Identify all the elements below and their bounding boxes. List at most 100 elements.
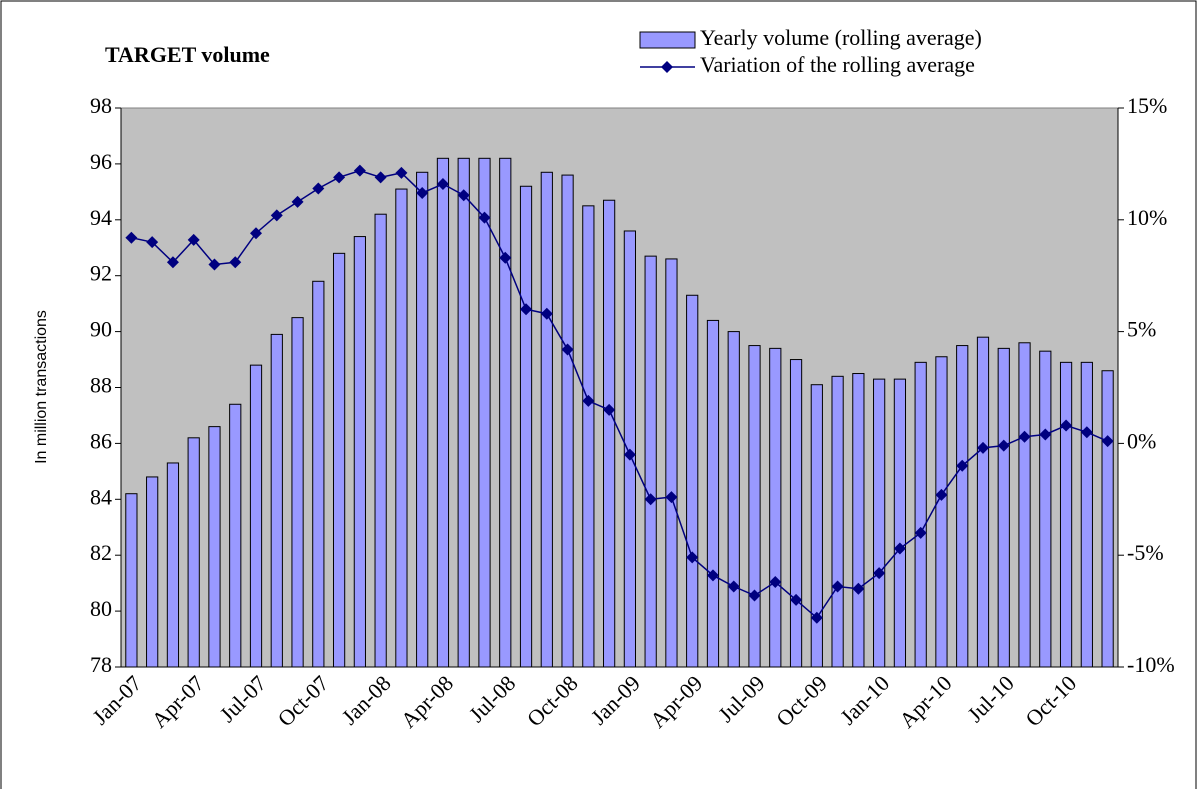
y-tick-label: 78 <box>90 652 112 677</box>
marker <box>873 567 886 580</box>
marker <box>353 164 366 177</box>
y-tick-label: 92 <box>90 261 112 286</box>
marker <box>893 542 906 555</box>
bar <box>769 347 782 668</box>
bar <box>540 171 553 668</box>
marker <box>644 493 657 506</box>
bar <box>665 258 678 668</box>
marker <box>187 233 200 246</box>
marker <box>665 491 678 504</box>
marker <box>686 551 699 564</box>
marker <box>229 256 242 269</box>
marker <box>603 403 616 416</box>
legend-swatch <box>639 31 696 49</box>
bar <box>1101 370 1114 668</box>
marker <box>997 439 1010 452</box>
marker <box>769 576 782 589</box>
marker <box>478 211 491 224</box>
bar <box>914 361 927 668</box>
bar <box>374 213 387 668</box>
marker <box>374 171 387 184</box>
bar <box>748 345 761 668</box>
bar <box>312 280 325 668</box>
marker <box>852 582 865 595</box>
marker <box>582 394 595 407</box>
bar <box>976 336 990 668</box>
legend-label: Variation of the rolling average <box>700 52 975 77</box>
marker <box>457 189 470 202</box>
bar <box>1018 342 1031 668</box>
marker <box>291 195 304 208</box>
y-tick-label: 88 <box>90 373 112 398</box>
marker <box>790 593 803 606</box>
bar <box>291 317 304 668</box>
bar <box>1080 361 1093 668</box>
marker <box>416 186 429 199</box>
marker <box>561 343 574 356</box>
bar <box>831 375 844 668</box>
bar <box>644 255 657 668</box>
bar <box>727 331 740 668</box>
bar <box>1059 361 1073 668</box>
bar <box>146 476 159 668</box>
y-tick-label: 82 <box>90 540 112 565</box>
marker <box>146 236 159 249</box>
bar <box>519 185 533 668</box>
marker <box>706 569 719 582</box>
bar <box>499 157 512 668</box>
marker <box>1080 426 1093 439</box>
y-tick-label: 80 <box>90 596 112 621</box>
marker <box>956 459 969 472</box>
bar <box>125 493 138 668</box>
marker <box>125 231 138 244</box>
legend-label: Yearly volume (rolling average) <box>700 25 982 50</box>
bar <box>997 347 1010 668</box>
bar <box>686 294 699 668</box>
marker <box>436 178 449 191</box>
y-tick-label: 96 <box>90 149 112 174</box>
bar <box>478 157 491 668</box>
bar <box>249 364 263 668</box>
marker <box>914 526 927 539</box>
bar <box>1039 350 1052 668</box>
bar <box>561 174 574 668</box>
marker <box>1018 430 1031 443</box>
marker <box>748 589 761 602</box>
marker <box>333 171 346 184</box>
plot-area <box>120 107 1119 668</box>
bar <box>956 345 969 668</box>
marker <box>166 256 179 269</box>
y2-tick-label: 0% <box>1127 428 1156 453</box>
bar <box>603 199 616 668</box>
bar <box>353 236 366 668</box>
marker <box>520 303 533 316</box>
bar <box>893 378 907 668</box>
bar <box>852 373 865 668</box>
marker <box>935 488 948 501</box>
bar <box>457 157 470 668</box>
bar <box>208 426 221 668</box>
bar <box>166 462 180 668</box>
marker <box>1101 435 1114 448</box>
bar <box>789 359 803 668</box>
y-tick-label: 90 <box>90 317 112 342</box>
bar <box>873 378 886 668</box>
y-tick-label: 94 <box>90 205 112 230</box>
bar <box>229 403 242 668</box>
marker <box>623 448 636 461</box>
bar <box>935 356 948 668</box>
bar <box>270 333 283 668</box>
marker <box>831 580 844 593</box>
marker <box>1060 419 1073 432</box>
bar <box>706 319 720 668</box>
bar <box>187 437 200 668</box>
y-tick-label: 84 <box>90 484 112 509</box>
bar <box>416 171 429 668</box>
y2-tick-label: 10% <box>1127 205 1167 230</box>
marker <box>976 441 989 454</box>
bar <box>582 205 595 668</box>
marker <box>395 166 408 179</box>
chart-title: TARGET volume <box>105 42 270 67</box>
y-tick-label: 86 <box>90 428 112 453</box>
